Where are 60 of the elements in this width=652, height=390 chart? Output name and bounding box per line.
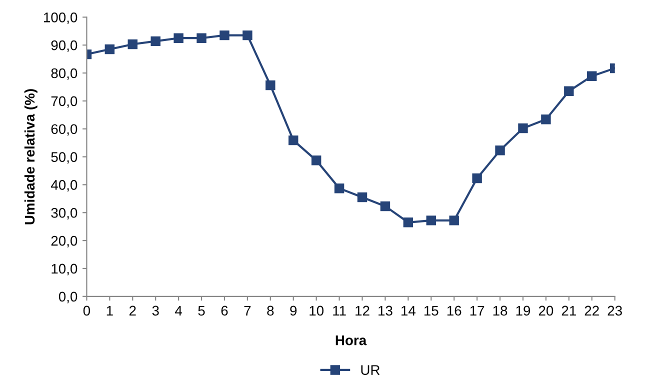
point xyxy=(220,30,230,40)
point xyxy=(380,201,390,212)
x-tick-label: 17 xyxy=(470,306,484,316)
x-tick-label: 10 xyxy=(310,306,324,316)
y-tick-label: 90,0 xyxy=(51,40,78,52)
x-tick-label: 23 xyxy=(608,306,622,316)
point xyxy=(242,30,252,40)
x-tick-label: 3 xyxy=(152,306,159,316)
point xyxy=(174,33,184,43)
x-tick-label: 22 xyxy=(584,306,599,316)
x-tick-label: 14 xyxy=(402,306,416,316)
point xyxy=(196,33,206,43)
y-tick-label: 100,0 xyxy=(44,12,78,24)
point xyxy=(541,114,551,124)
point xyxy=(403,218,414,228)
point xyxy=(128,39,138,50)
x-tick-label: 8 xyxy=(267,306,274,316)
y-tick-label: 80,0 xyxy=(51,68,78,80)
x-tick-label: 21 xyxy=(562,306,576,316)
x-tick-label: 7 xyxy=(244,306,251,316)
point xyxy=(587,71,597,81)
point xyxy=(449,216,459,226)
x-tick-label: 13 xyxy=(378,306,392,316)
x-tick-label: 12 xyxy=(356,306,370,316)
x-tick-label: 6 xyxy=(221,306,228,316)
x-tick-label: 11 xyxy=(333,306,346,316)
x-tick-label: 15 xyxy=(424,306,438,316)
point xyxy=(104,44,115,54)
x-tick-label: 1 xyxy=(106,306,113,316)
x-tick-label: 0 xyxy=(83,306,90,316)
y-tick-label: 70,0 xyxy=(51,96,78,108)
point xyxy=(334,183,344,194)
y-tick-label: 0,0 xyxy=(58,292,78,304)
y-tick-label: 60,0 xyxy=(51,124,78,136)
x-tick-label: 19 xyxy=(516,306,530,316)
point xyxy=(495,145,505,156)
x-tick-label: 4 xyxy=(175,306,182,316)
x-tick-label: 5 xyxy=(198,306,205,316)
point xyxy=(266,80,276,90)
x-tick-label: 2 xyxy=(129,306,136,316)
point xyxy=(564,86,574,96)
y-tick-label: 20,0 xyxy=(51,236,78,248)
point xyxy=(311,156,322,166)
point xyxy=(426,216,436,226)
legend-label: UR xyxy=(361,365,380,375)
y-tick-label: 30,0 xyxy=(51,208,78,220)
x-axis-title: Hora xyxy=(336,336,367,346)
x-tick-label: 18 xyxy=(493,306,508,316)
y-axis-title: Umidade relativa (%) xyxy=(24,89,38,224)
point xyxy=(357,192,368,202)
point xyxy=(288,135,298,146)
point xyxy=(150,36,160,46)
x-tick-label: 16 xyxy=(447,306,462,316)
point xyxy=(518,123,528,134)
x-tick-label: 9 xyxy=(290,306,297,316)
x-tick-label: 20 xyxy=(538,306,554,316)
y-tick-label: 40,0 xyxy=(50,180,78,192)
y-tick-label: 10,0 xyxy=(52,264,78,276)
point xyxy=(472,173,482,184)
y-tick-label: 50,0 xyxy=(51,152,78,164)
